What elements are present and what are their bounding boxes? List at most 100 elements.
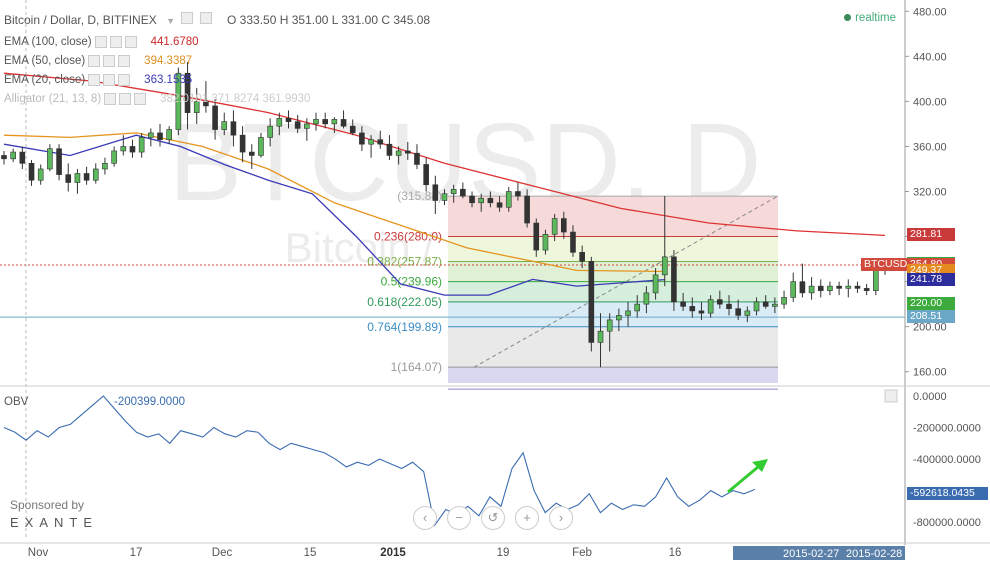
candle-2 — [19, 146, 26, 169]
candle-body — [377, 139, 384, 145]
candle-body — [762, 301, 769, 307]
candle-4 — [37, 164, 44, 185]
candle-47 — [432, 175, 439, 215]
candle-body — [47, 148, 53, 170]
candle-90 — [827, 281, 833, 296]
candle-body — [487, 197, 494, 204]
candle-57 — [524, 189, 530, 228]
indicator-value: 382.0101 371.8274 361.9930 — [160, 93, 311, 105]
zoom-out-icon[interactable]: − — [447, 506, 471, 530]
candle-body — [157, 132, 163, 140]
indicator-row-0[interactable]: EMA (100, close) 441.6780 — [4, 36, 199, 48]
candle-39 — [359, 126, 365, 151]
candle-body — [386, 143, 393, 156]
obv-tick-2: -400000.0000 — [913, 454, 981, 466]
symbol-title[interactable]: Bitcoin / Dollar, D, BITFINEX — [4, 13, 157, 27]
candle-body — [551, 218, 558, 235]
candle-body — [817, 285, 824, 291]
candle-61 — [561, 211, 567, 239]
candle-60 — [551, 214, 558, 242]
candle-86 — [790, 272, 797, 302]
candle-76 — [698, 301, 705, 320]
y-tick-7: 200.00 — [913, 322, 947, 334]
x-tick-2: Dec — [212, 547, 233, 559]
candle-94 — [863, 283, 870, 296]
x-extra-0: 2015-02-27 — [783, 548, 839, 560]
candle-body — [698, 310, 705, 314]
candle-68 — [625, 301, 631, 327]
scroll-left-icon[interactable]: ‹ — [413, 506, 437, 530]
close-icon[interactable] — [124, 36, 137, 48]
candle-body — [717, 299, 723, 305]
candle-body — [845, 285, 852, 289]
candle-58 — [533, 218, 540, 257]
candle-81 — [744, 306, 751, 323]
candle-body — [542, 234, 549, 251]
obv-tick-1: -200000.0000 — [913, 423, 981, 435]
candle-body — [753, 301, 760, 312]
zoom-in-icon[interactable]: + — [515, 506, 539, 530]
candle-body — [276, 117, 283, 127]
gear-icon[interactable] — [109, 36, 122, 48]
x-tick-1: 17 — [130, 547, 143, 559]
candle-body — [836, 285, 842, 289]
candle-body — [19, 151, 26, 164]
fib-zone-5 — [448, 326, 778, 368]
candle-body — [322, 119, 328, 125]
gear-icon[interactable] — [119, 93, 132, 105]
indicator-row-1[interactable]: EMA (50, close) 394.3387 — [4, 55, 192, 67]
reset-icon[interactable]: ↺ — [481, 506, 505, 530]
candle-body — [460, 188, 466, 197]
candle-31 — [285, 110, 292, 129]
eye-icon[interactable] — [181, 12, 194, 24]
sponsor-line1: Sponsored by — [10, 498, 85, 512]
obv-tick-4: -800000.0000 — [913, 517, 981, 529]
candle-28 — [258, 132, 264, 158]
close-icon[interactable] — [118, 74, 131, 86]
candle-body — [304, 123, 310, 129]
gear-icon[interactable] — [103, 74, 116, 86]
candle-73 — [671, 250, 677, 311]
indicator-row-3[interactable]: Alligator (21, 13, 8) 382.0101 371.8274 3… — [4, 93, 310, 105]
candle-body — [203, 101, 209, 107]
scroll-right-icon[interactable]: › — [549, 506, 573, 530]
candle-72 — [661, 196, 668, 287]
candle-42 — [386, 135, 393, 160]
price-tag: 241.78 — [907, 272, 955, 286]
x-tick-4: 2015 — [380, 547, 406, 559]
candle-26 — [239, 126, 246, 163]
eye-icon[interactable] — [104, 93, 117, 105]
candle-15 — [138, 132, 145, 158]
obv-value: -200399.0000 — [114, 396, 185, 408]
price-tag: 220.00 — [907, 297, 955, 311]
candle-52 — [478, 193, 485, 212]
candle-24 — [221, 112, 228, 136]
ema20-line — [3, 134, 665, 296]
candle-50 — [460, 182, 466, 199]
candle-body — [515, 191, 521, 197]
candle-body — [120, 146, 127, 152]
fib-label-2: 0.382(257.87) — [367, 254, 442, 268]
candle-body — [652, 274, 659, 294]
chevron-down-icon[interactable]: ▼ — [166, 16, 175, 26]
eye-icon[interactable] — [88, 74, 101, 86]
close-icon[interactable] — [134, 93, 147, 105]
chart-header: Bitcoin / Dollar, D, BITFINEX ▼ O 333.50… — [4, 12, 430, 27]
candle-19 — [175, 67, 182, 136]
gear-icon[interactable] — [199, 12, 212, 24]
eye-icon[interactable] — [94, 36, 107, 48]
candle-36 — [331, 117, 338, 133]
x-range-highlight — [733, 546, 905, 560]
gear-icon[interactable] — [103, 55, 116, 67]
candle-body — [83, 173, 90, 181]
eye-icon[interactable] — [88, 55, 101, 67]
candle-37 — [340, 110, 347, 129]
candle-body — [707, 299, 714, 314]
candle-body — [166, 129, 172, 140]
candle-16 — [148, 128, 154, 147]
candle-body — [230, 121, 237, 136]
indicator-row-2[interactable]: EMA (20, close) 363.1535 — [4, 74, 192, 86]
close-icon[interactable] — [118, 55, 131, 67]
fib-label-6: 1(164.07) — [391, 360, 442, 374]
sponsor-box[interactable]: Sponsored by EXANTE — [10, 498, 98, 530]
